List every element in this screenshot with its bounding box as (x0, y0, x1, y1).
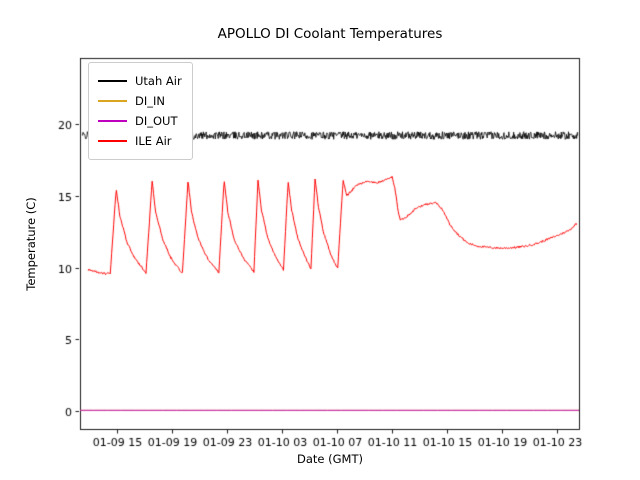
legend-line-ile-air (98, 140, 127, 142)
legend-item-di-in: DI_IN (98, 93, 182, 109)
chart-title: APOLLO DI Coolant Temperatures (217, 26, 443, 42)
legend-label: DI_IN (135, 94, 165, 108)
legend: Utah Air DI_IN DI_OUT ILE Air (88, 62, 193, 160)
legend-item-ile-air: ILE Air (98, 133, 182, 149)
legend-label: ILE Air (135, 134, 172, 148)
x-axis-label: Date (GMT) (297, 452, 363, 466)
legend-label: Utah Air (135, 74, 182, 88)
legend-line-di-out (98, 120, 127, 122)
y-axis-label: Temperature (C) (24, 197, 38, 291)
legend-item-utah-air: Utah Air (98, 73, 182, 89)
legend-label: DI_OUT (135, 114, 178, 128)
legend-line-utah-air (98, 80, 127, 82)
legend-item-di-out: DI_OUT (98, 113, 182, 129)
legend-line-di-in (98, 100, 127, 102)
